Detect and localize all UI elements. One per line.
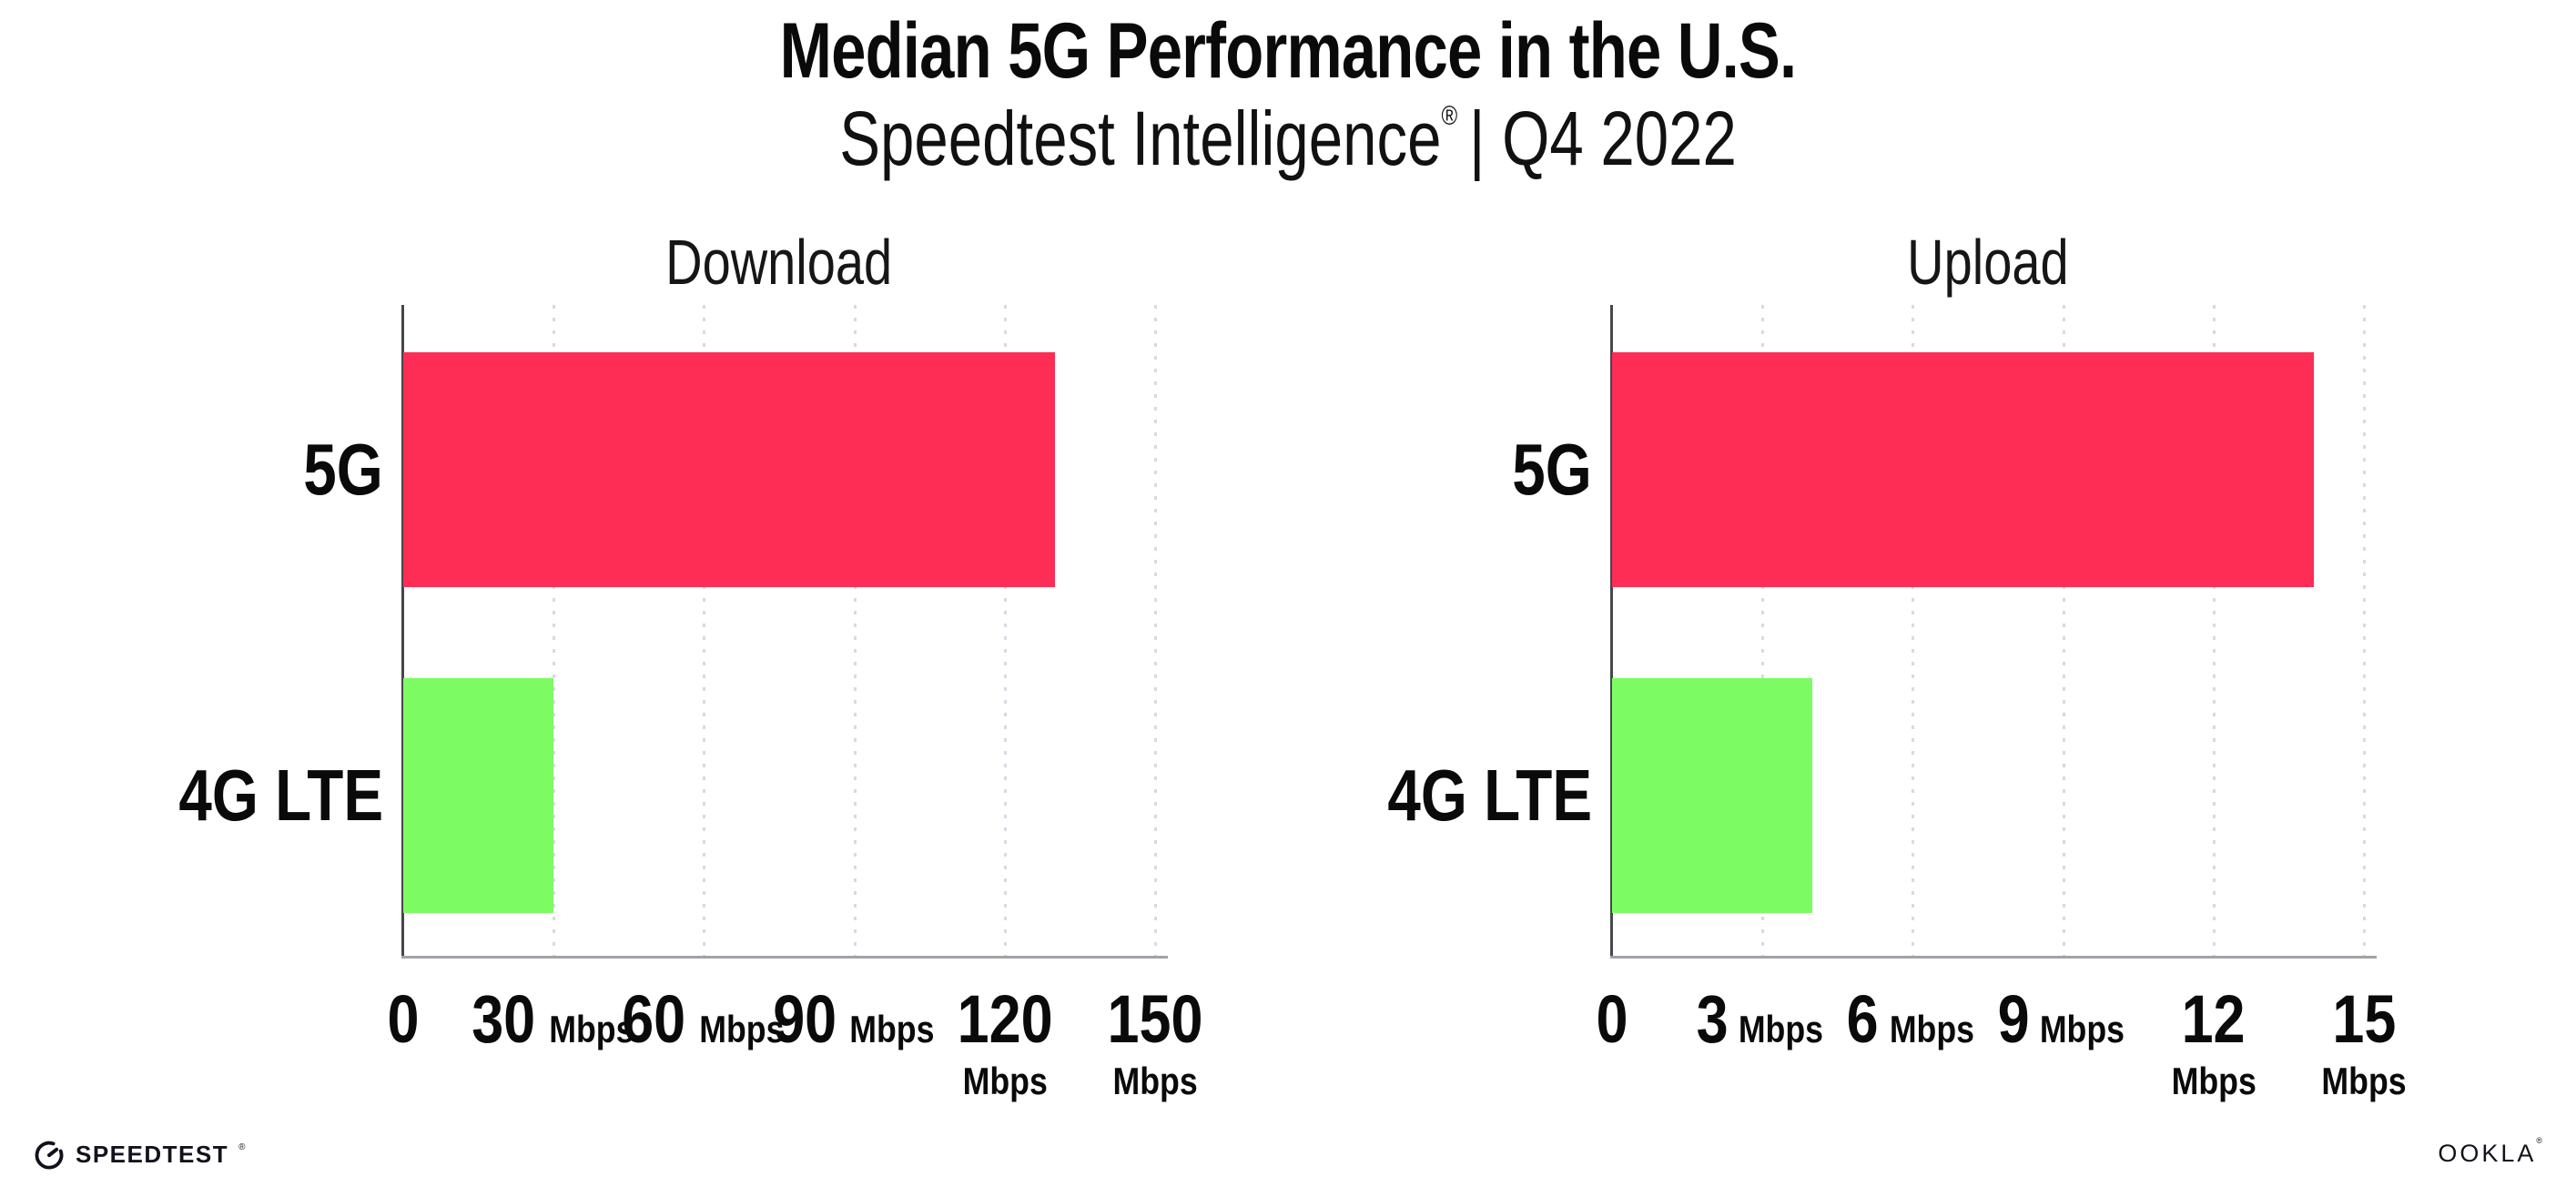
x-tick-unit: Mbps [1739, 1008, 1824, 1050]
speedtest-logo: SPEEDTEST ® [33, 1134, 245, 1174]
x-tick-unit: Mbps [2171, 1060, 2257, 1102]
x-tick-value: 0 [387, 981, 420, 1057]
x-tick-label: 90 Mbps [767, 985, 942, 1054]
download-4g-lte-bar [403, 678, 554, 913]
gridline [1003, 305, 1007, 956]
x-axis-line [401, 956, 1168, 959]
gridline [1154, 305, 1157, 956]
x-tick-value: 15 [2332, 981, 2396, 1057]
gridline [2363, 305, 2366, 956]
download-category-label-4g-lte: 4G LTE [178, 755, 383, 836]
x-tick-label: 9 Mbps [1994, 985, 2132, 1054]
x-tick-unit: Mbps [1889, 1008, 1974, 1050]
y-axis-line [401, 305, 404, 959]
upload-x-axis-ticks: 0 3 Mbps 6 Mbps 9 Mbps 12Mbps 15Mbps [1597, 985, 2407, 1131]
x-tick-label: 150Mbps [1099, 985, 1211, 1101]
subtitle-period: | Q4 2022 [1468, 96, 1737, 181]
download-category-label-5g: 5G [303, 429, 383, 510]
download-chart-title: Download [665, 227, 893, 298]
x-tick-value: 60 [622, 981, 686, 1057]
upload-category-label-4g-lte: 4G LTE [1387, 755, 1592, 836]
speedtest-wordmark: SPEEDTEST [76, 1140, 229, 1168]
x-tick-label: 6 Mbps [1844, 985, 1982, 1054]
x-tick-value: 30 [472, 981, 536, 1057]
x-tick-unit: Mbps [962, 1060, 1048, 1102]
download-x-axis-ticks: 0 30 Mbps 60 Mbps 90 Mbps 120Mbps 150Mbps [388, 985, 1203, 1131]
x-tick-value: 150 [1107, 981, 1203, 1057]
x-tick-unit: Mbps [849, 1008, 935, 1050]
speedtest-registered-mark: ® [238, 1141, 246, 1152]
x-tick-value: 0 [1596, 981, 1628, 1057]
upload-5g-bar [1612, 352, 2314, 587]
x-tick-unit: Mbps [2039, 1008, 2125, 1050]
x-tick-unit: Mbps [698, 1008, 785, 1050]
registered-mark: ® [1441, 101, 1458, 131]
gridline [2062, 305, 2065, 956]
ookla-logo: OOKLA® [2438, 1136, 2545, 1168]
x-tick-unit: Mbps [2321, 1060, 2407, 1102]
x-tick-label: 3 Mbps [1694, 985, 1831, 1054]
x-tick-label: 0 [1593, 985, 1630, 1054]
x-tick-value: 120 [957, 981, 1053, 1057]
download-5g-bar [403, 352, 1055, 587]
upload-category-label-5g: 5G [1512, 429, 1592, 510]
page-title: Median 5G Performance in the U.S. [0, 10, 2576, 92]
x-tick-label: 12Mbps [2138, 985, 2288, 1101]
download-plot-area [401, 305, 1168, 959]
speedtest-gauge-icon [35, 1141, 64, 1170]
upload-4g-lte-bar [1612, 678, 1813, 913]
gridline [1761, 305, 1765, 956]
page-title-text: Median 5G Performance in the U.S. [779, 7, 1798, 95]
x-tick-value: 90 [772, 981, 837, 1057]
upload-plot-area [1610, 305, 2377, 959]
gridline [2212, 305, 2216, 956]
gridline [703, 305, 706, 956]
x-tick-unit: Mbps [548, 1008, 634, 1050]
x-tick-value: 3 [1696, 981, 1729, 1057]
x-tick-value: 9 [1997, 981, 2030, 1057]
upload-chart-title: Upload [1907, 227, 2069, 298]
x-axis-line [1610, 956, 2377, 959]
gridline [553, 305, 556, 956]
x-tick-label: 0 [384, 985, 421, 1054]
x-tick-value: 12 [2181, 981, 2246, 1057]
x-tick-label: 60 Mbps [616, 985, 791, 1054]
ookla-registered-mark: ® [2536, 1136, 2545, 1145]
y-axis-line [1610, 305, 1613, 959]
x-tick-label: 15Mbps [2314, 985, 2414, 1101]
x-tick-value: 6 [1847, 981, 1880, 1057]
gridline [1912, 305, 1915, 956]
page-subtitle: Speedtest Intelligence® | Q4 2022 [0, 98, 2576, 178]
x-tick-label: 30 Mbps [466, 985, 641, 1054]
x-tick-label: 120Mbps [929, 985, 1080, 1101]
gridline [853, 305, 857, 956]
x-tick-unit: Mbps [1112, 1060, 1198, 1102]
ookla-wordmark: OOKLA [2438, 1140, 2537, 1167]
subtitle-product: Speedtest Intelligence [839, 96, 1442, 181]
